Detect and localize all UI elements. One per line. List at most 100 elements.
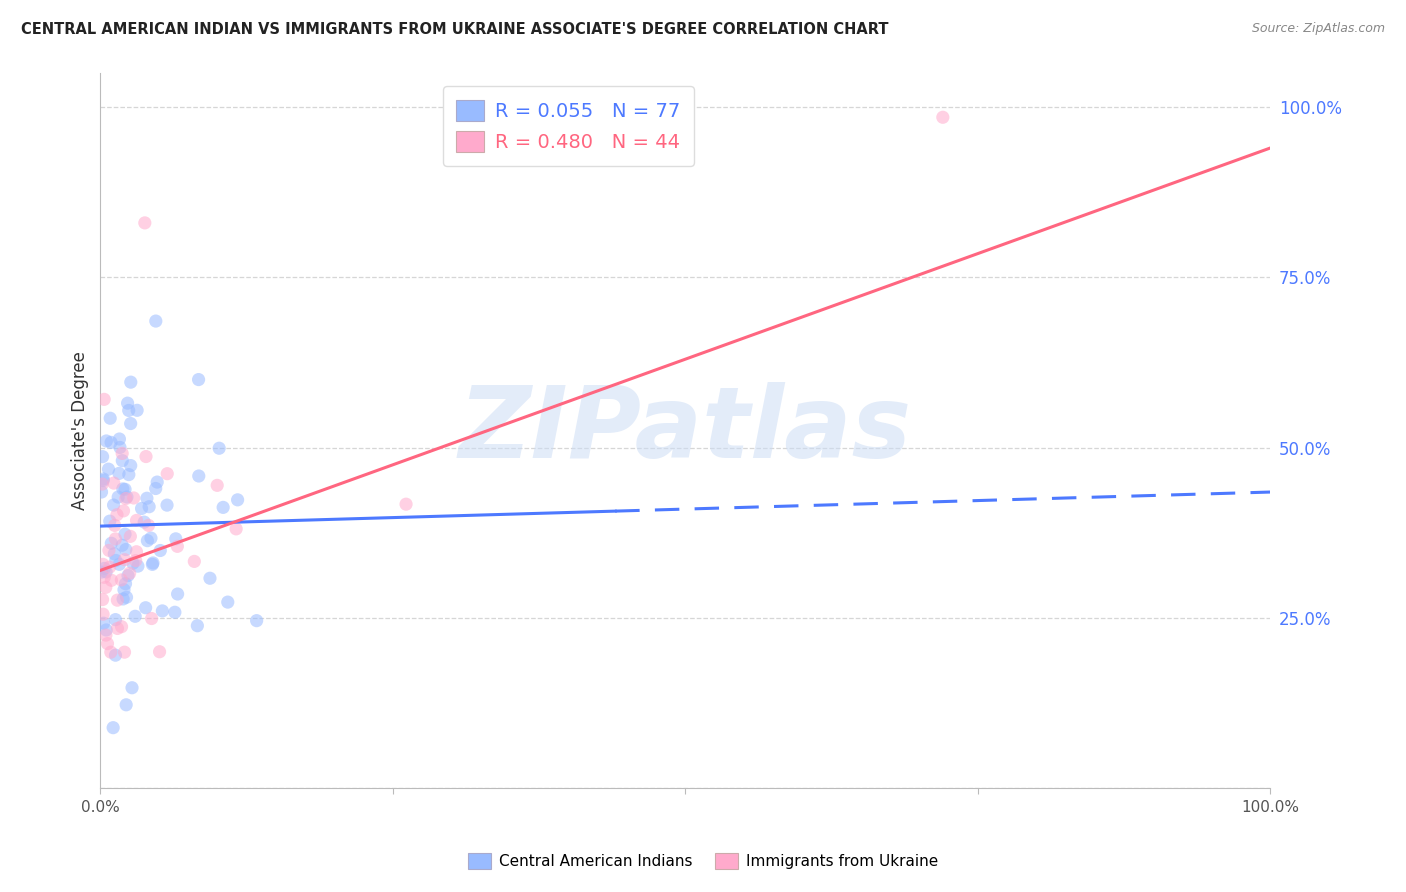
Point <box>124 609 146 624</box>
Point <box>97 462 120 476</box>
Point <box>131 501 153 516</box>
Point <box>120 417 142 431</box>
Point <box>103 476 125 491</box>
Point <box>127 559 149 574</box>
Point <box>96 637 118 651</box>
Point <box>104 532 127 546</box>
Point <box>111 482 134 496</box>
Point <box>246 614 269 628</box>
Point <box>111 446 134 460</box>
Point <box>114 483 136 497</box>
Point <box>93 570 115 584</box>
Y-axis label: Associate's Degree: Associate's Degree <box>72 351 89 510</box>
Point <box>226 492 249 507</box>
Point <box>98 514 121 528</box>
Point <box>93 561 115 575</box>
Point <box>127 403 149 417</box>
Point <box>121 681 143 695</box>
Point <box>107 622 129 636</box>
Point <box>103 498 125 512</box>
Point <box>90 565 112 579</box>
Point <box>104 648 127 663</box>
Point <box>146 475 169 489</box>
Point <box>208 442 231 456</box>
Point <box>115 491 138 506</box>
Point <box>135 450 157 464</box>
Point <box>148 645 170 659</box>
Point <box>117 568 139 582</box>
Point <box>183 554 205 568</box>
Point <box>114 527 136 541</box>
Point <box>163 605 186 619</box>
Point <box>91 450 114 464</box>
Point <box>117 396 139 410</box>
Point <box>98 411 121 425</box>
Point <box>134 216 156 230</box>
Point <box>141 558 163 572</box>
Point <box>108 432 131 446</box>
Point <box>166 587 188 601</box>
Point <box>138 500 160 514</box>
Point <box>105 508 128 522</box>
Point <box>105 593 128 607</box>
Point <box>96 434 118 448</box>
Point <box>104 518 127 533</box>
Point <box>932 110 955 124</box>
Point <box>138 518 160 533</box>
Point <box>156 467 179 481</box>
Point <box>112 582 135 597</box>
Point <box>120 458 142 473</box>
Point <box>100 435 122 450</box>
Point <box>111 538 134 552</box>
Point <box>94 628 117 642</box>
Point <box>91 592 114 607</box>
Point <box>198 571 221 585</box>
Point <box>112 591 135 606</box>
Legend: R = 0.055   N = 77, R = 0.480   N = 44: R = 0.055 N = 77, R = 0.480 N = 44 <box>443 87 695 166</box>
Point <box>93 392 115 407</box>
Point <box>114 576 136 591</box>
Point <box>217 595 239 609</box>
Point <box>142 556 165 570</box>
Point <box>150 604 173 618</box>
Point <box>101 721 124 735</box>
Point <box>91 477 114 491</box>
Point <box>97 543 120 558</box>
Point <box>108 441 131 455</box>
Point <box>186 618 208 632</box>
Point <box>122 491 145 505</box>
Point <box>114 552 136 566</box>
Point <box>145 314 167 328</box>
Point <box>100 574 122 588</box>
Point <box>115 490 138 504</box>
Point <box>93 616 115 631</box>
Point <box>118 566 141 581</box>
Point <box>100 536 122 550</box>
Point <box>103 547 125 561</box>
Point <box>96 623 118 637</box>
Point <box>120 529 142 543</box>
Point <box>112 504 135 518</box>
Text: ZIPatlas: ZIPatlas <box>458 382 912 479</box>
Point <box>115 591 138 605</box>
Point <box>93 472 115 486</box>
Point <box>135 600 157 615</box>
Point <box>94 580 117 594</box>
Point <box>135 491 157 506</box>
Point <box>136 533 159 548</box>
Point <box>118 403 141 417</box>
Point <box>107 490 129 504</box>
Point <box>205 478 228 492</box>
Point <box>212 500 235 515</box>
Point <box>108 558 131 572</box>
Legend: Central American Indians, Immigrants from Ukraine: Central American Indians, Immigrants fro… <box>463 847 943 875</box>
Point <box>114 645 136 659</box>
Point <box>104 553 127 567</box>
Point <box>94 565 117 579</box>
Point <box>114 542 136 557</box>
Point <box>125 553 148 567</box>
Point <box>110 620 132 634</box>
Point <box>118 467 141 482</box>
Point <box>122 556 145 570</box>
Point <box>108 467 131 481</box>
